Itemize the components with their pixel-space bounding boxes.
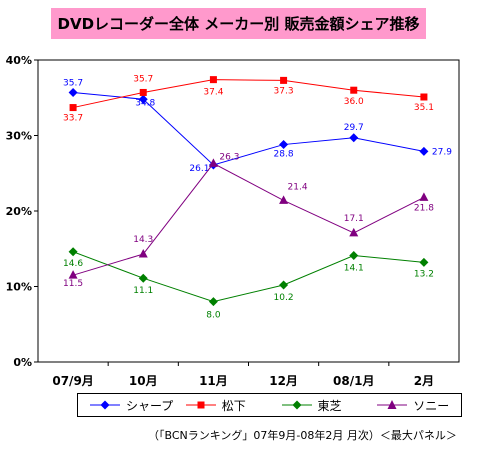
- legend-item: シャープ: [90, 394, 173, 416]
- data-point: [208, 297, 218, 307]
- data-label: 26.3: [219, 152, 239, 162]
- data-label: 27.9: [432, 147, 452, 157]
- series-line: [73, 91, 425, 166]
- chart-title: DVDレコーダー全体 メーカー別 販売金額シェア推移: [51, 8, 426, 39]
- series-line: [72, 79, 424, 109]
- legend-swatch-icon: [185, 401, 216, 409]
- x-tick-label: 10月: [129, 374, 158, 388]
- data-label: 13.2: [414, 269, 434, 279]
- line-chart: 0% 10% 20% 30% 40% 07/9月 10月 11月 12月 08/1月 2月 35.7 3…: [6, 54, 460, 388]
- data-point: [350, 86, 358, 94]
- data-point: [69, 104, 77, 112]
- data-point: [349, 251, 359, 261]
- legend-swatch-icon: [377, 400, 408, 409]
- data-point: [68, 247, 78, 257]
- y-tick-label: 10%: [6, 281, 32, 294]
- data-label: 14.1: [344, 264, 364, 274]
- data-point: [349, 133, 359, 143]
- data-label: 37.3: [274, 86, 294, 96]
- y-tick-label: 0%: [13, 356, 32, 369]
- plot-area: [37, 59, 460, 363]
- source-note: （「BCNランキング」07年9月-08年2月 月次）＜最大パネル＞: [148, 429, 457, 442]
- legend-swatch-icon: [281, 400, 312, 410]
- data-point: [138, 273, 148, 283]
- data-point: [279, 195, 289, 204]
- legend-item: ソニー: [377, 394, 449, 416]
- data-label: 29.7: [344, 123, 364, 133]
- data-label: 35.7: [133, 74, 153, 84]
- data-point: [68, 270, 78, 279]
- data-point: [419, 257, 429, 267]
- data-label: 11.5: [63, 279, 83, 289]
- data-point: [349, 227, 359, 237]
- x-tick-label: 07/9月: [52, 374, 93, 388]
- data-label: 21.4: [288, 182, 308, 192]
- x-tick-label: 12月: [269, 374, 298, 388]
- data-label: 33.7: [63, 114, 83, 124]
- data-label: 35.7: [63, 78, 83, 88]
- y-tick-label: 40%: [6, 54, 32, 67]
- legend-label: ソニー: [413, 398, 450, 413]
- y-tick-label: 30%: [6, 130, 32, 143]
- data-point: [419, 192, 429, 201]
- series-line: [72, 251, 424, 303]
- data-label: 35.1: [414, 103, 434, 113]
- data-point: [419, 146, 429, 156]
- legend-label: 松下: [221, 398, 246, 413]
- legend-label: シャープ: [126, 398, 174, 413]
- chart-legend: シャープ 松下 東芝 ソニー: [77, 393, 462, 417]
- data-point: [420, 93, 428, 101]
- legend-item: 松下: [185, 394, 246, 416]
- data-point: [280, 76, 288, 84]
- data-label: 14.3: [133, 235, 153, 245]
- series-line: [72, 162, 425, 276]
- data-point: [279, 280, 289, 290]
- data-point: [138, 249, 148, 258]
- legend-swatch-icon: [90, 400, 120, 410]
- legend-label: 東芝: [317, 398, 342, 413]
- data-point: [279, 140, 289, 150]
- y-tick-label: 20%: [6, 205, 32, 218]
- data-label: 11.1: [133, 286, 153, 296]
- data-point: [209, 76, 217, 84]
- data-label: 14.6: [63, 259, 83, 269]
- x-tick-label: 11月: [199, 374, 228, 388]
- data-label: 8.0: [206, 311, 221, 321]
- data-point: [68, 87, 78, 97]
- legend-item: 東芝: [281, 394, 342, 416]
- data-label: 21.8: [414, 203, 434, 213]
- data-label: 37.4: [203, 88, 223, 98]
- data-point: [138, 94, 148, 104]
- x-tick-label: 08/1月: [333, 374, 374, 388]
- data-label: 34.8: [135, 98, 155, 108]
- data-label: 28.8: [274, 150, 294, 160]
- data-label: 36.0: [344, 97, 364, 107]
- data-label: 26.1: [189, 164, 209, 174]
- data-label: 17.1: [344, 214, 364, 224]
- x-tick-label: 2月: [414, 374, 434, 388]
- data-label: 10.2: [274, 293, 294, 303]
- data-point: [139, 88, 147, 96]
- data-point: [208, 158, 218, 167]
